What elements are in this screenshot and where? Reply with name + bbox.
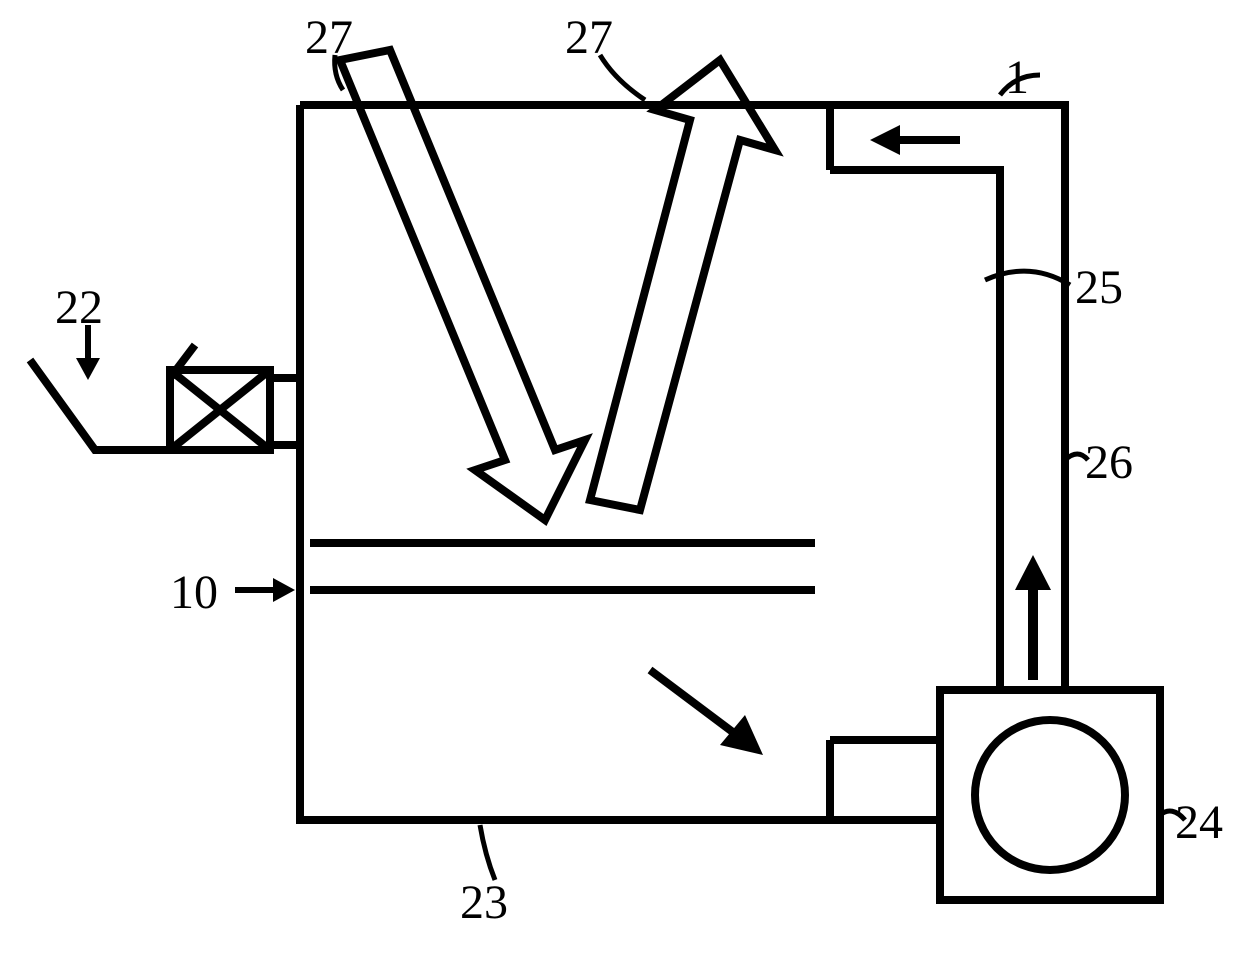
label-23: 23 xyxy=(460,875,508,930)
flow-arrow-up-icon xyxy=(1015,555,1051,680)
label-1: 1 xyxy=(1005,50,1029,105)
big-arrow-up xyxy=(590,60,775,510)
schematic-diagram xyxy=(0,0,1240,961)
big-arrow-down xyxy=(340,50,585,520)
label-22: 22 xyxy=(55,280,103,335)
label-10: 10 xyxy=(170,565,218,620)
fan-circle-icon xyxy=(975,720,1125,870)
flow-arrow-diag-icon xyxy=(650,670,763,755)
leader-10-arrow-icon xyxy=(235,578,295,602)
inner-duct xyxy=(830,170,1000,740)
main-chamber xyxy=(300,105,940,820)
label-27b: 27 xyxy=(565,10,613,65)
label-26: 26 xyxy=(1085,435,1133,490)
flow-arrow-left-icon xyxy=(870,125,960,155)
label-27a: 27 xyxy=(305,10,353,65)
leader-23 xyxy=(480,825,495,880)
label-24: 24 xyxy=(1175,795,1223,850)
label-25: 25 xyxy=(1075,260,1123,315)
